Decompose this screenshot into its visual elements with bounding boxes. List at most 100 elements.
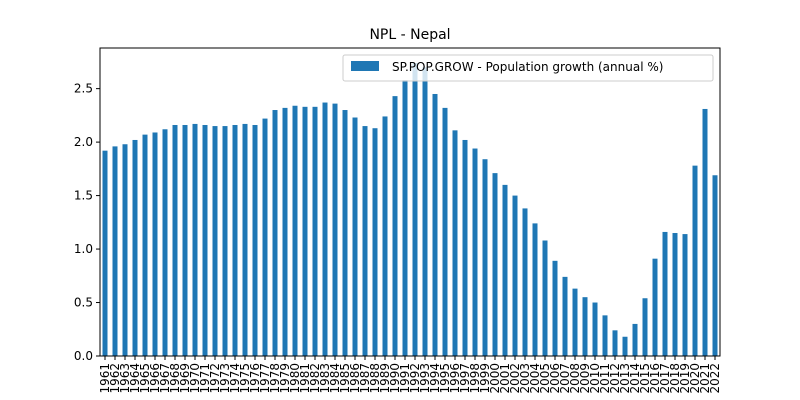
bar-1992 xyxy=(412,62,418,356)
chart-title: NPL - Nepal xyxy=(369,27,450,43)
bar-2018 xyxy=(672,233,678,356)
x-tick-label: 1984 xyxy=(328,363,342,394)
bar-1967 xyxy=(162,129,168,356)
bar-1973 xyxy=(222,126,228,356)
bar-2009 xyxy=(582,297,588,356)
bar-1968 xyxy=(172,125,178,356)
bar-1974 xyxy=(232,125,238,356)
bar-1975 xyxy=(242,123,248,356)
x-tick-label: 1981 xyxy=(298,363,312,394)
x-tick-label: 1966 xyxy=(148,363,162,394)
bar-1982 xyxy=(312,106,318,356)
x-tick-label: 2003 xyxy=(518,363,532,394)
bar-1998 xyxy=(472,148,478,356)
x-tick-label: 2016 xyxy=(648,363,662,394)
x-tick-label: 1986 xyxy=(348,363,362,394)
bar-1965 xyxy=(142,134,148,356)
x-tick-label: 1996 xyxy=(448,363,462,394)
x-tick-label: 1978 xyxy=(268,363,282,394)
bar-2005 xyxy=(542,240,548,356)
bar-2002 xyxy=(512,195,518,356)
bar-1996 xyxy=(452,130,458,356)
bar-2003 xyxy=(522,208,528,356)
bars-group xyxy=(102,62,718,357)
x-tick-label: 2007 xyxy=(558,363,572,394)
x-tick-label: 2005 xyxy=(538,363,552,394)
bar-1971 xyxy=(202,125,208,356)
x-tick-label: 2009 xyxy=(578,363,592,394)
bar-1991 xyxy=(402,80,408,356)
x-tick-label: 2000 xyxy=(488,363,502,394)
bar-2007 xyxy=(562,276,568,356)
bar-2006 xyxy=(552,260,558,356)
legend-box xyxy=(342,54,714,82)
x-tick-label: 1974 xyxy=(228,363,242,394)
x-tick-label: 1982 xyxy=(308,363,322,394)
bar-1980 xyxy=(292,105,298,356)
plot-frame xyxy=(99,47,721,357)
bar-1961 xyxy=(102,150,108,356)
x-tick-label: 2011 xyxy=(598,363,612,394)
x-tick-label: 1994 xyxy=(428,363,442,394)
x-axis: 1961196219631964196519661967196819691970… xyxy=(98,356,722,394)
x-tick-label: 2021 xyxy=(698,363,712,394)
x-tick-label: 1985 xyxy=(338,363,352,394)
x-tick-label: 2002 xyxy=(508,363,522,394)
x-tick-label: 1964 xyxy=(128,363,142,394)
bar-1981 xyxy=(302,106,308,356)
x-tick-label: 2012 xyxy=(608,363,622,394)
bar-1984 xyxy=(332,103,338,356)
bar-2001 xyxy=(502,184,508,356)
x-tick-label: 2010 xyxy=(588,363,602,394)
bar-2015 xyxy=(642,298,648,356)
x-tick-label: 1988 xyxy=(368,363,382,394)
bar-2013 xyxy=(622,336,628,356)
bar-1987 xyxy=(362,126,368,356)
x-tick-label: 2001 xyxy=(498,363,512,394)
bar-1999 xyxy=(482,159,488,356)
x-tick-label: 1977 xyxy=(258,363,272,394)
bar-2017 xyxy=(662,231,668,356)
bar-1962 xyxy=(112,146,118,356)
x-tick-label: 1998 xyxy=(468,363,482,394)
bar-1993 xyxy=(422,67,428,356)
legend-swatch xyxy=(351,61,379,71)
bar-2019 xyxy=(682,234,688,356)
x-tick-label: 1983 xyxy=(318,363,332,394)
bar-1985 xyxy=(342,110,348,357)
legend-label: SP.POP.GROW - Population growth (annual … xyxy=(392,60,663,74)
x-tick-label: 2015 xyxy=(638,363,652,394)
x-tick-label: 1997 xyxy=(458,363,472,394)
bar-2004 xyxy=(532,223,538,356)
bar-2008 xyxy=(572,288,578,356)
x-tick-label: 2017 xyxy=(658,363,672,394)
x-tick-label: 1967 xyxy=(158,363,172,394)
bar-1989 xyxy=(382,116,388,356)
bar-2020 xyxy=(692,165,698,356)
bar-2022 xyxy=(712,175,718,356)
bar-1988 xyxy=(372,128,378,356)
bar-1969 xyxy=(182,125,188,356)
x-tick-label: 2022 xyxy=(708,363,722,394)
bar-1977 xyxy=(262,118,268,356)
legend: SP.POP.GROW - Population growth (annual … xyxy=(342,54,714,82)
x-tick-label: 2018 xyxy=(668,363,682,394)
x-tick-label: 1995 xyxy=(438,363,452,394)
x-tick-label: 1963 xyxy=(118,363,132,394)
bar-2016 xyxy=(652,258,658,356)
x-tick-label: 1962 xyxy=(108,363,122,394)
bar-1963 xyxy=(122,144,128,356)
x-tick-label: 1969 xyxy=(178,363,192,394)
bar-1997 xyxy=(462,139,468,356)
bar-1979 xyxy=(282,107,288,356)
bar-2021 xyxy=(702,108,708,356)
bar-1966 xyxy=(152,132,158,356)
x-tick-label: 1970 xyxy=(188,363,202,394)
x-tick-label: 1961 xyxy=(98,363,112,394)
y-tick-label: 1.0 xyxy=(74,242,93,256)
x-tick-label: 1972 xyxy=(208,363,222,394)
x-tick-label: 1971 xyxy=(198,363,212,394)
bar-2010 xyxy=(592,302,598,356)
x-tick-label: 1989 xyxy=(378,363,392,394)
